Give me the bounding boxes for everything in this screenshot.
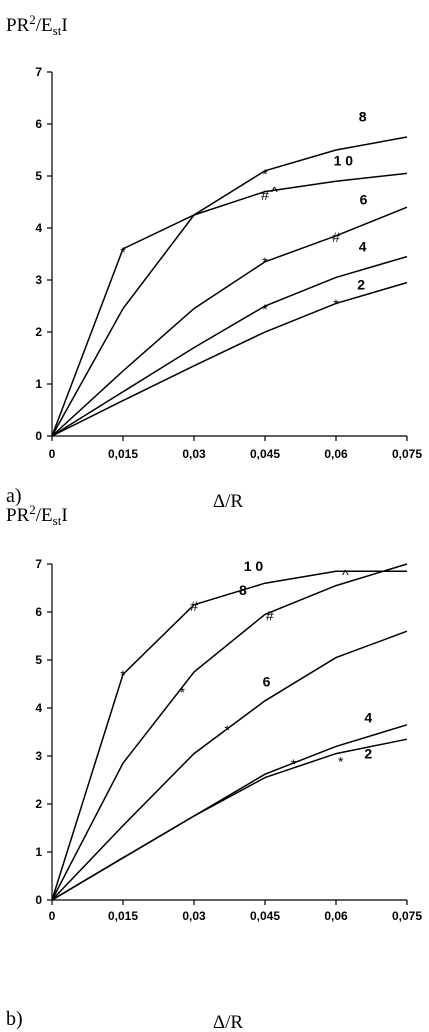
series-label: 6 [360, 192, 368, 208]
y-tick-label: 7 [35, 557, 42, 571]
x-tick-label: 0,075 [392, 447, 422, 461]
series-label: 1 0 [334, 153, 354, 169]
y-axis-label: PR2/EstI [6, 12, 68, 38]
x-tick-label: 0,06 [324, 909, 348, 923]
y-tick-label: 0 [35, 429, 42, 443]
point-marker: * [120, 667, 126, 683]
point-marker: * [338, 753, 344, 769]
y-tick-label: 2 [35, 797, 42, 811]
series-line-4 [51, 724, 408, 901]
series-label: 2 [357, 276, 365, 292]
point-marker: # [261, 187, 269, 203]
y-axis-label: PR2/EstI [6, 502, 68, 528]
point-marker: * [262, 166, 268, 182]
y-tick-label: 0 [35, 893, 42, 907]
point-marker: * [224, 722, 230, 738]
y-tick-label: 7 [35, 65, 42, 79]
point-marker: * [179, 684, 185, 700]
series-line-10 [51, 570, 407, 901]
point-marker: * [291, 756, 297, 772]
y-tick-label: 3 [35, 749, 42, 763]
series-label: 4 [364, 709, 372, 725]
x-axis-label: Δ/R [213, 491, 243, 512]
series-line-2 [51, 281, 408, 437]
point-marker: # [266, 607, 274, 623]
x-tick-label: 0,015 [108, 909, 138, 923]
series-label: 8 [359, 108, 367, 124]
panel-label: a) [6, 485, 22, 507]
point-marker: # [190, 598, 198, 614]
y-tick-label: 5 [35, 169, 42, 183]
point-marker: ^ [271, 184, 278, 200]
y-tick-label: 4 [35, 701, 42, 715]
y-tick-label: 5 [35, 653, 42, 667]
series-label: 1 0 [244, 558, 264, 574]
x-tick-label: 0 [49, 909, 56, 923]
y-tick-label: 3 [35, 273, 42, 287]
series-line-8 [51, 563, 408, 901]
y-tick-label: 4 [35, 221, 42, 235]
x-tick-label: 0,045 [250, 909, 280, 923]
x-tick-label: 0,015 [108, 447, 138, 461]
panel-label: b) [6, 1008, 23, 1030]
series-line-6 [51, 630, 408, 901]
point-marker: * [120, 244, 126, 260]
series-line-4 [51, 255, 408, 437]
series-label: 6 [263, 673, 271, 689]
series-line-8 [51, 136, 408, 437]
series-label: 4 [359, 238, 367, 254]
series-line-2 [51, 738, 408, 901]
series-line-10 [51, 172, 408, 437]
y-tick-label: 6 [35, 605, 42, 619]
chart-panel-a: 0 1 2 3 4 5 6 7 0 0,015 0,03 0,045 0,06 0,075 2 4 6 8 1 0 *… [6, 12, 422, 512]
x-tick-label: 0,03 [182, 909, 206, 923]
x-tick-label: 0 [49, 447, 56, 461]
point-marker: * [333, 296, 339, 312]
x-tick-label: 0,06 [324, 447, 348, 461]
y-tick-label: 2 [35, 325, 42, 339]
point-marker: # [332, 229, 340, 245]
x-axis-label: Δ/R [213, 1012, 243, 1032]
x-tick-label: 0,045 [250, 447, 280, 461]
x-tick-label: 0,03 [182, 447, 206, 461]
point-marker: * [262, 301, 268, 317]
point-marker: ^ [342, 567, 349, 583]
point-marker: * [262, 254, 268, 270]
y-tick-label: 1 [35, 377, 42, 391]
x-tick-label: 0,075 [392, 909, 422, 923]
series-line-6 [51, 206, 408, 437]
y-tick-label: 1 [35, 845, 42, 859]
y-tick-label: 6 [35, 117, 42, 131]
series-label: 2 [364, 745, 372, 761]
